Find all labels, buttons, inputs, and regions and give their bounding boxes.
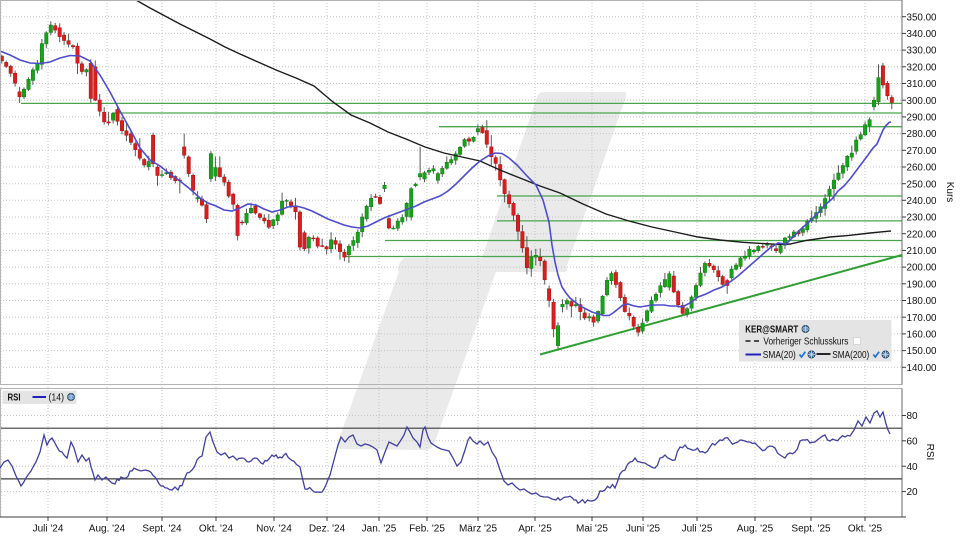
svg-text:Sept. '24: Sept. '24 <box>142 524 182 535</box>
svg-text:Aug. '24: Aug. '24 <box>89 524 126 535</box>
svg-text:Mai '25: Mai '25 <box>576 524 608 535</box>
svg-text:200.00: 200.00 <box>907 263 937 274</box>
svg-text:340.00: 340.00 <box>907 29 937 40</box>
svg-text:Juli '25: Juli '25 <box>682 524 713 535</box>
svg-text:280.00: 280.00 <box>907 129 937 140</box>
svg-text:60: 60 <box>907 436 919 447</box>
svg-text:Apr. '25: Apr. '25 <box>518 524 552 535</box>
svg-text:Feb. '25: Feb. '25 <box>409 524 445 535</box>
svg-text:KER@SMART: KER@SMART <box>745 325 798 336</box>
svg-text:80: 80 <box>907 411 919 422</box>
svg-text:Okt. '25: Okt. '25 <box>848 524 883 535</box>
svg-text:SMA(200): SMA(200) <box>832 350 869 361</box>
svg-text:320.00: 320.00 <box>907 62 937 73</box>
svg-text:300.00: 300.00 <box>907 96 937 107</box>
svg-text:350.00: 350.00 <box>907 12 937 23</box>
svg-text:220.00: 220.00 <box>907 229 937 240</box>
svg-text:230.00: 230.00 <box>907 213 937 224</box>
svg-text:310.00: 310.00 <box>907 79 937 90</box>
svg-text:Sept. '25: Sept. '25 <box>791 524 831 535</box>
svg-text:RSI: RSI <box>8 393 21 404</box>
svg-text:160.00: 160.00 <box>907 330 937 341</box>
svg-text:40: 40 <box>907 462 919 473</box>
svg-text:SMA(20): SMA(20) <box>763 350 796 361</box>
svg-text:März '25: März '25 <box>459 524 497 535</box>
svg-text:250.00: 250.00 <box>907 179 937 190</box>
svg-text:180.00: 180.00 <box>907 296 937 307</box>
svg-text:290.00: 290.00 <box>907 113 937 124</box>
svg-text:Kurs: Kurs <box>944 182 955 203</box>
svg-text:Juli '24: Juli '24 <box>33 524 64 535</box>
svg-text:Okt. '24: Okt. '24 <box>199 524 234 535</box>
svg-text:140.00: 140.00 <box>907 363 937 374</box>
svg-text:(14): (14) <box>49 393 65 404</box>
svg-text:210.00: 210.00 <box>907 246 937 257</box>
svg-text:20: 20 <box>907 487 919 498</box>
svg-text:Jan. '25: Jan. '25 <box>362 524 397 535</box>
svg-text:Juni '25: Juni '25 <box>626 524 661 535</box>
svg-text:Dez. '24: Dez. '24 <box>309 524 346 535</box>
svg-text:240.00: 240.00 <box>907 196 937 207</box>
svg-text:270.00: 270.00 <box>907 146 937 157</box>
svg-text:170.00: 170.00 <box>907 313 937 324</box>
svg-text:Nov. '24: Nov. '24 <box>256 524 292 535</box>
svg-text:Vorheriger Schlusskurs: Vorheriger Schlusskurs <box>763 337 848 348</box>
svg-text:Aug. '25: Aug. '25 <box>737 524 774 535</box>
svg-text:150.00: 150.00 <box>907 346 937 357</box>
svg-text:330.00: 330.00 <box>907 46 937 57</box>
svg-text:260.00: 260.00 <box>907 163 937 174</box>
svg-text:190.00: 190.00 <box>907 279 937 290</box>
svg-text:RSI: RSI <box>924 444 935 461</box>
